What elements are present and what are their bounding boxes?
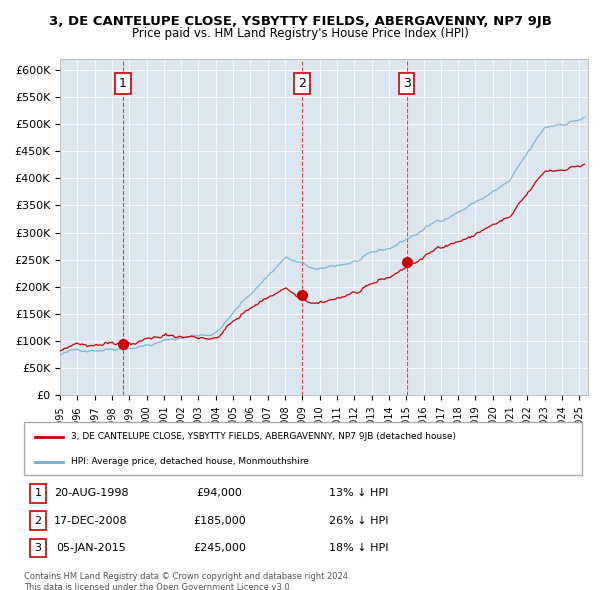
FancyBboxPatch shape — [24, 422, 582, 475]
Text: 2: 2 — [298, 77, 306, 90]
Text: 2: 2 — [34, 516, 41, 526]
Text: 05-JAN-2015: 05-JAN-2015 — [56, 543, 126, 553]
Text: 3, DE CANTELUPE CLOSE, YSBYTTY FIELDS, ABERGAVENNY, NP7 9JB (detached house): 3, DE CANTELUPE CLOSE, YSBYTTY FIELDS, A… — [71, 432, 457, 441]
Text: Contains HM Land Registry data © Crown copyright and database right 2024.
This d: Contains HM Land Registry data © Crown c… — [24, 572, 350, 590]
Text: Price paid vs. HM Land Registry's House Price Index (HPI): Price paid vs. HM Land Registry's House … — [131, 27, 469, 40]
Text: 26% ↓ HPI: 26% ↓ HPI — [329, 516, 389, 526]
Text: £185,000: £185,000 — [193, 516, 245, 526]
Text: £245,000: £245,000 — [193, 543, 246, 553]
Text: HPI: Average price, detached house, Monmouthshire: HPI: Average price, detached house, Monm… — [71, 457, 310, 466]
Text: £94,000: £94,000 — [196, 489, 242, 499]
Text: 3: 3 — [34, 543, 41, 553]
Text: 1: 1 — [34, 489, 41, 499]
Text: 17-DEC-2008: 17-DEC-2008 — [54, 516, 128, 526]
Text: 18% ↓ HPI: 18% ↓ HPI — [329, 543, 389, 553]
Text: 1: 1 — [119, 77, 127, 90]
Text: 3: 3 — [403, 77, 410, 90]
Text: 13% ↓ HPI: 13% ↓ HPI — [329, 489, 388, 499]
Text: 20-AUG-1998: 20-AUG-1998 — [53, 489, 128, 499]
Text: 3, DE CANTELUPE CLOSE, YSBYTTY FIELDS, ABERGAVENNY, NP7 9JB: 3, DE CANTELUPE CLOSE, YSBYTTY FIELDS, A… — [49, 15, 551, 28]
